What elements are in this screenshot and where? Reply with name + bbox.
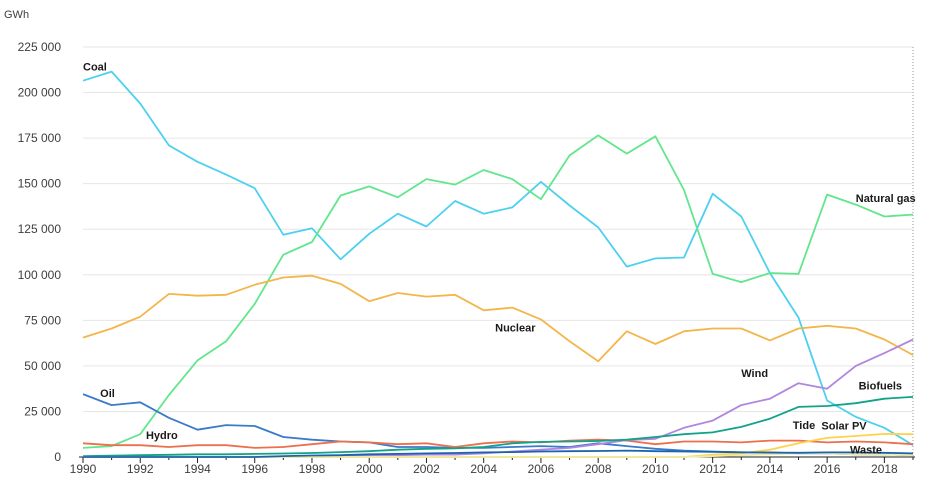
y-tick-label: 50 000 [24, 359, 61, 373]
x-tick-label: 1990 [70, 462, 97, 476]
x-tick-label: 1992 [127, 462, 154, 476]
x-tick-label: 1994 [184, 462, 211, 476]
x-tick-label: 2008 [585, 462, 612, 476]
y-tick-label: 200 000 [18, 86, 62, 100]
series-label: Natural gas [856, 193, 916, 205]
series-line [83, 338, 914, 458]
x-tick-label: 2006 [528, 462, 555, 476]
x-tick-label: 2004 [470, 462, 497, 476]
series-lines [82, 70, 914, 458]
y-unit-label: GWh [4, 9, 29, 21]
series-label: Coal [83, 62, 107, 74]
series-label: Wind [741, 368, 768, 380]
series-labels: Coal Natural gas Nuclear Oil Hydro Wind Biofue… [83, 62, 916, 457]
series-line [83, 449, 914, 458]
y-tick-label: 75 000 [24, 313, 61, 327]
series-line [82, 134, 914, 449]
x-tick-label: 2010 [642, 462, 669, 476]
x-tick-label: 2012 [699, 462, 726, 476]
series-label: Nuclear [495, 322, 536, 334]
y-tick-label: 175 000 [18, 131, 62, 145]
series-label: Tide [793, 420, 815, 432]
series-label: Solar PV [821, 421, 867, 433]
series-line [82, 438, 914, 449]
x-tick-label: 2000 [356, 462, 383, 476]
x-tick-label: 1996 [241, 462, 268, 476]
y-tick-label: 225 000 [18, 40, 62, 54]
grid [83, 46, 914, 458]
x-tick-label: 2002 [413, 462, 440, 476]
y-axis: 0 25 000 50 000 75 000 100 000 125 000 150 000… [18, 40, 62, 464]
x-tick-label: 2018 [871, 462, 898, 476]
series-line [82, 70, 914, 446]
series-label: Oil [100, 388, 115, 400]
series-line [82, 274, 914, 363]
series-label: Biofuels [859, 381, 902, 393]
y-tick-label: 150 000 [18, 177, 62, 191]
y-tick-label: 0 [54, 450, 61, 464]
series-line [82, 396, 914, 457]
x-tick-label: 1998 [299, 462, 326, 476]
x-tick-label: 2016 [814, 462, 841, 476]
y-tick-label: 100 000 [18, 268, 62, 282]
series-label: Waste [850, 444, 882, 456]
y-tick-label: 125 000 [18, 222, 62, 236]
x-axis: 1990 1992 1994 1996 1998 2000 2002 2004 2006 2008… [70, 456, 915, 476]
y-tick-label: 25 000 [24, 404, 61, 418]
x-tick-label: 2014 [757, 462, 784, 476]
series-label: Hydro [146, 430, 178, 442]
